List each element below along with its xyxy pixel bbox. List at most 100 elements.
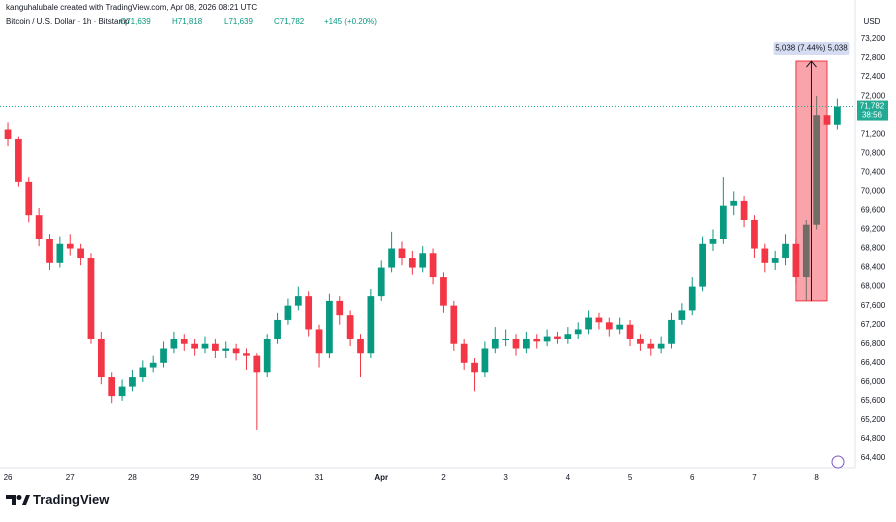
y-tick-label: 68,400 bbox=[861, 263, 886, 272]
y-tick-label: 66,000 bbox=[861, 377, 886, 386]
candle-body bbox=[315, 329, 323, 354]
candle-body bbox=[440, 277, 447, 306]
candle-body bbox=[834, 106, 841, 125]
candle-body bbox=[284, 305, 292, 320]
candle-body bbox=[201, 343, 209, 349]
candle-body bbox=[212, 343, 219, 351]
x-tick-label: 26 bbox=[4, 473, 13, 482]
candle-body bbox=[139, 367, 147, 378]
candle-body bbox=[740, 200, 748, 220]
candle-body bbox=[398, 248, 406, 259]
candle-body bbox=[647, 343, 655, 349]
candle-body bbox=[336, 300, 344, 316]
candle-body bbox=[554, 336, 561, 339]
candle-body bbox=[66, 243, 74, 249]
candle-body bbox=[481, 348, 489, 373]
symbol: Bitcoin / U.S. Dollar · 1h · Bitstamp bbox=[6, 17, 130, 26]
y-tick-label: 73,200 bbox=[861, 34, 886, 43]
candle-body bbox=[170, 338, 178, 349]
candle-body bbox=[15, 139, 22, 182]
logo-text: TradingView bbox=[33, 492, 110, 507]
candle-body bbox=[585, 317, 592, 330]
candle-body bbox=[782, 243, 789, 259]
y-tick-label: 72,400 bbox=[861, 72, 886, 81]
candle-body bbox=[25, 181, 33, 216]
icon bbox=[831, 455, 845, 469]
x-tick-label: 31 bbox=[315, 473, 324, 482]
x-tick-label: 3 bbox=[503, 473, 508, 482]
candle-body bbox=[543, 336, 551, 342]
ohlc-change: +145 (+0.20%) bbox=[324, 17, 377, 26]
y-tick-label: 70,400 bbox=[861, 167, 886, 176]
candle-body bbox=[502, 338, 510, 340]
candle-body bbox=[637, 338, 644, 344]
candle-body bbox=[523, 338, 530, 349]
candle-body bbox=[253, 355, 261, 373]
candle-body bbox=[305, 296, 313, 330]
candle-body bbox=[97, 338, 105, 378]
candle-body bbox=[35, 215, 43, 239]
x-tick-label: 29 bbox=[190, 473, 199, 482]
candle-body bbox=[263, 338, 271, 373]
candle-body bbox=[626, 324, 634, 339]
candle-body bbox=[232, 348, 240, 354]
candle-body bbox=[222, 348, 230, 351]
ohlc-low: L71,639 bbox=[224, 17, 253, 26]
candle-body bbox=[118, 386, 126, 397]
x-tick-label: 4 bbox=[566, 473, 571, 482]
x-tick-label: 8 bbox=[814, 473, 819, 482]
candle-body bbox=[56, 243, 64, 263]
x-tick-label: 5 bbox=[628, 473, 633, 482]
candle-body bbox=[129, 377, 136, 387]
y-tick-label: 67,200 bbox=[861, 320, 886, 329]
candle-body bbox=[108, 377, 116, 397]
x-tick-label: 6 bbox=[690, 473, 695, 482]
candle-body bbox=[471, 362, 478, 373]
measure-arrowhead bbox=[806, 60, 817, 68]
candle-body bbox=[450, 305, 458, 344]
candle-body bbox=[616, 324, 624, 330]
logo: TradingView bbox=[6, 492, 110, 507]
ohlc-high: H71,818 bbox=[172, 17, 203, 26]
candle-body bbox=[294, 296, 302, 306]
y-tick-label: 70,800 bbox=[861, 148, 886, 157]
x-tick-label: 2 bbox=[441, 473, 446, 482]
candle-body bbox=[243, 353, 250, 356]
y-tick-label: 66,800 bbox=[861, 339, 886, 348]
candle-body bbox=[699, 243, 706, 287]
candle-body bbox=[761, 248, 769, 263]
candle-body bbox=[4, 129, 12, 140]
x-tick-label: Apr bbox=[374, 473, 388, 482]
candle-body bbox=[533, 338, 541, 342]
countdown-label: 38:56 bbox=[862, 111, 883, 120]
y-tick-label: 72,800 bbox=[861, 53, 886, 62]
candle-body bbox=[574, 329, 582, 335]
logo-icon bbox=[22, 495, 30, 505]
candle-body bbox=[87, 258, 95, 339]
candle-body bbox=[605, 322, 613, 330]
candle-body bbox=[46, 238, 53, 263]
candle-body bbox=[326, 300, 333, 354]
x-tick-label: 27 bbox=[66, 473, 75, 482]
x-tick-label: 30 bbox=[252, 473, 261, 482]
y-tick-label: 67,600 bbox=[861, 301, 886, 310]
ohlc-close: C71,782 bbox=[274, 17, 305, 26]
candle-body bbox=[564, 334, 572, 339]
plot: 64,400 64,800 65,200 65,600 66,000 66,400 66,8… bbox=[0, 34, 888, 482]
y-tick-label: 69,200 bbox=[861, 225, 886, 234]
candle-body bbox=[419, 253, 427, 268]
candle-body bbox=[460, 343, 468, 363]
y-tick-label: 64,400 bbox=[861, 453, 886, 462]
measure-label-box bbox=[773, 42, 850, 56]
y-tick-label: 68,000 bbox=[861, 282, 886, 291]
x-tick-label: 7 bbox=[752, 473, 757, 482]
candle-body bbox=[346, 315, 354, 339]
last-price-box bbox=[857, 100, 888, 121]
candle-body bbox=[802, 224, 810, 278]
candle-body bbox=[429, 253, 437, 278]
candle-body bbox=[751, 219, 758, 249]
candle-body bbox=[357, 338, 364, 354]
ohlc-open: O71,639 bbox=[120, 17, 151, 26]
author-line: kanguhalubale created with TradingView.c… bbox=[6, 3, 257, 12]
